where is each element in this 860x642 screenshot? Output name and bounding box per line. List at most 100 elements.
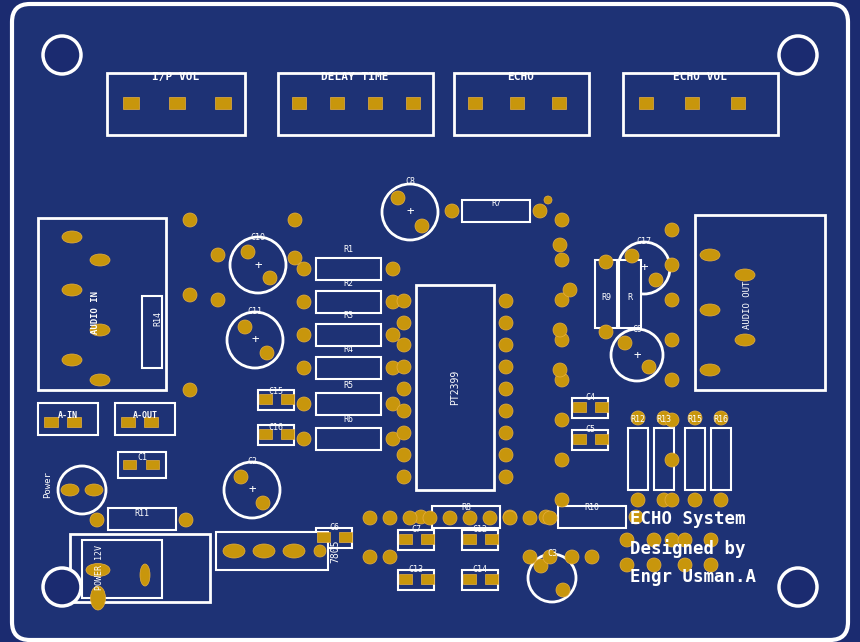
Bar: [259, 429, 272, 439]
Bar: [454, 73, 589, 135]
Circle shape: [620, 533, 634, 547]
Bar: [421, 534, 433, 544]
Bar: [421, 574, 433, 584]
Bar: [292, 97, 306, 109]
Text: R13: R13: [656, 415, 672, 424]
Circle shape: [382, 184, 438, 240]
Bar: [510, 97, 524, 109]
Circle shape: [678, 558, 692, 572]
Circle shape: [363, 550, 377, 564]
Circle shape: [565, 550, 579, 564]
Circle shape: [230, 237, 286, 293]
Circle shape: [503, 510, 517, 524]
Circle shape: [383, 550, 397, 564]
Circle shape: [544, 196, 552, 204]
Text: C10: C10: [250, 232, 266, 241]
Bar: [316, 357, 381, 379]
Circle shape: [423, 511, 437, 525]
Ellipse shape: [61, 484, 79, 496]
Circle shape: [397, 360, 411, 374]
Circle shape: [397, 294, 411, 308]
Text: +: +: [255, 259, 261, 272]
Circle shape: [629, 510, 643, 524]
Text: R8: R8: [461, 503, 471, 512]
Circle shape: [523, 550, 537, 564]
Circle shape: [631, 411, 645, 425]
Bar: [67, 417, 81, 427]
Text: C5: C5: [585, 426, 595, 435]
Circle shape: [183, 383, 197, 397]
Bar: [462, 200, 530, 222]
Ellipse shape: [86, 564, 110, 577]
Bar: [594, 434, 607, 444]
Circle shape: [555, 413, 569, 427]
Ellipse shape: [700, 249, 720, 261]
Circle shape: [397, 316, 411, 330]
Circle shape: [499, 426, 513, 440]
Circle shape: [665, 293, 679, 307]
Bar: [316, 324, 381, 346]
Bar: [572, 430, 608, 450]
Ellipse shape: [90, 254, 110, 266]
Circle shape: [555, 453, 569, 467]
Circle shape: [297, 361, 311, 375]
Text: C1: C1: [137, 453, 147, 462]
Bar: [259, 394, 272, 404]
Text: ECHO System
Designed by
Engr Usman.A: ECHO System Designed by Engr Usman.A: [630, 510, 756, 586]
Bar: [145, 460, 158, 469]
Circle shape: [211, 293, 225, 307]
Bar: [316, 532, 329, 542]
Text: R: R: [628, 293, 632, 302]
Text: +: +: [406, 205, 414, 218]
Circle shape: [297, 295, 311, 309]
Circle shape: [90, 513, 104, 527]
Circle shape: [543, 550, 557, 564]
Circle shape: [499, 470, 513, 484]
Circle shape: [688, 493, 702, 507]
Bar: [685, 428, 705, 490]
Circle shape: [618, 242, 670, 294]
Bar: [468, 97, 482, 109]
Circle shape: [483, 511, 497, 525]
Bar: [731, 97, 745, 109]
Bar: [258, 425, 294, 445]
Circle shape: [297, 397, 311, 411]
Circle shape: [386, 328, 400, 342]
Bar: [108, 508, 176, 530]
Bar: [572, 398, 608, 418]
Circle shape: [397, 338, 411, 352]
Bar: [695, 215, 825, 390]
Text: R3: R3: [343, 311, 353, 320]
Bar: [280, 394, 293, 404]
Circle shape: [665, 493, 679, 507]
Circle shape: [414, 510, 428, 524]
Text: R9: R9: [601, 293, 611, 302]
Circle shape: [555, 253, 569, 267]
Bar: [462, 530, 498, 550]
Bar: [462, 570, 498, 590]
Circle shape: [363, 511, 377, 525]
Bar: [398, 530, 434, 550]
Circle shape: [241, 245, 255, 259]
Bar: [398, 570, 434, 590]
Text: AUDIO OUT: AUDIO OUT: [744, 281, 752, 329]
Text: C4: C4: [585, 394, 595, 403]
Bar: [339, 532, 352, 542]
Text: ECHO: ECHO: [507, 72, 535, 82]
Circle shape: [665, 223, 679, 237]
Circle shape: [288, 213, 302, 227]
Circle shape: [585, 550, 599, 564]
Circle shape: [665, 413, 679, 427]
Circle shape: [256, 496, 270, 510]
Text: C2: C2: [247, 458, 257, 467]
Circle shape: [314, 545, 326, 557]
Bar: [38, 218, 166, 390]
Circle shape: [415, 219, 429, 233]
Text: C17: C17: [636, 238, 652, 247]
Text: C11: C11: [248, 308, 262, 317]
Circle shape: [43, 36, 81, 74]
Circle shape: [625, 249, 639, 263]
Bar: [368, 97, 382, 109]
Circle shape: [386, 262, 400, 276]
Circle shape: [647, 533, 661, 547]
